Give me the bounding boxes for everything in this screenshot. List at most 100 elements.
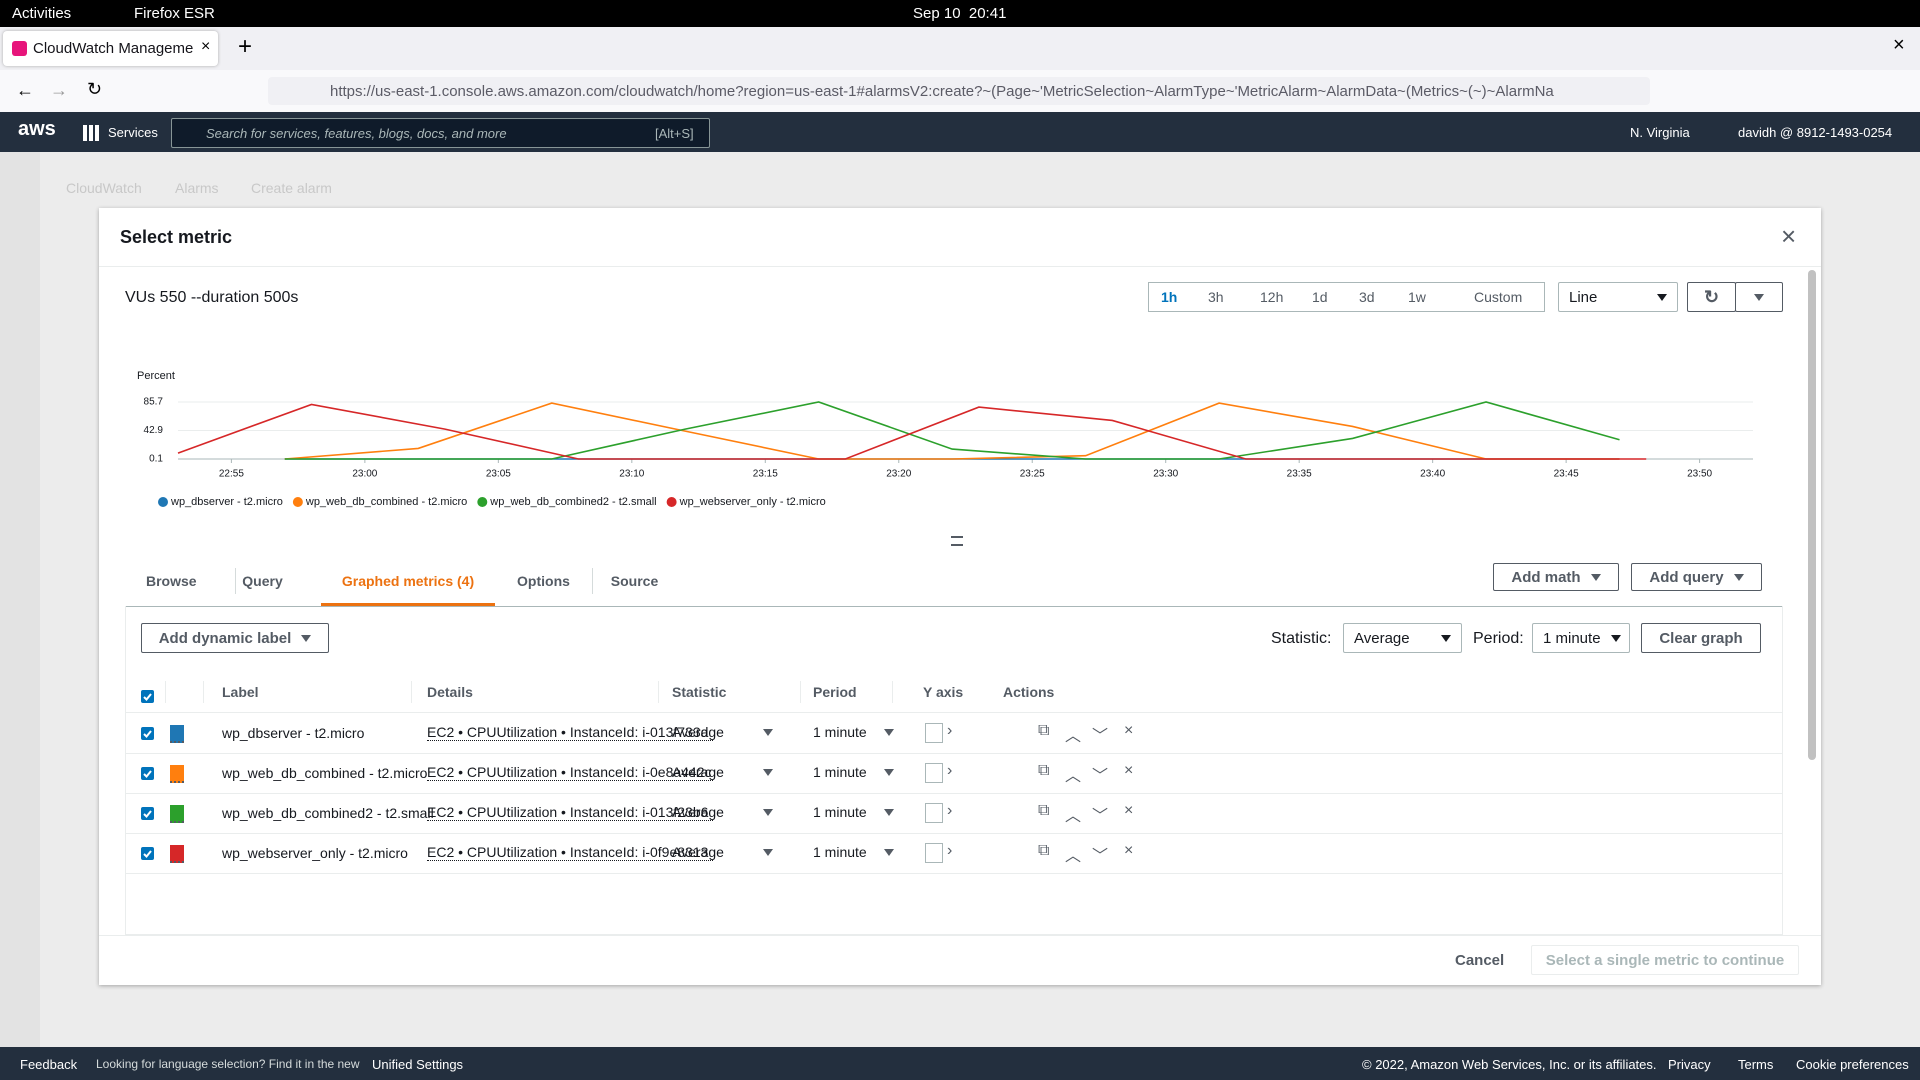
search-box[interactable]: Search for services, features, blogs, do…	[171, 118, 710, 148]
time-range[interactable]: 3h	[1208, 289, 1224, 305]
graph-title[interactable]: VUs 550 --duration 500s	[125, 289, 299, 306]
row-statistic[interactable]: Average	[672, 764, 724, 780]
y-axis-right[interactable]: ›	[947, 722, 953, 739]
footer-link[interactable]: Cookie preferences	[1796, 1057, 1909, 1072]
caret	[884, 769, 894, 776]
y-axis-right[interactable]: ›	[947, 762, 953, 779]
footer-link[interactable]: Terms	[1738, 1057, 1774, 1072]
row-action[interactable]: ⧉	[1038, 762, 1050, 779]
tab[interactable]: Source	[610, 573, 659, 589]
row-period[interactable]: 1 minute	[813, 844, 867, 860]
cancel[interactable]: Cancel	[1455, 952, 1505, 969]
tab[interactable]: Graphed metrics (4)	[341, 573, 475, 589]
legend-label: wp_dbserver - t2.micro	[170, 496, 283, 508]
settings-link[interactable]: Unified Settings	[372, 1057, 464, 1072]
row-action[interactable]: ⧉	[1038, 722, 1050, 739]
checkbox[interactable]	[141, 807, 154, 820]
row-action[interactable]: ⧉	[1038, 802, 1050, 819]
continue[interactable]: Select a single metric to continue	[1531, 945, 1799, 975]
checkbox[interactable]	[141, 727, 154, 740]
back[interactable]: ←	[16, 80, 34, 100]
tab[interactable]: Query	[242, 573, 283, 589]
new-tab[interactable]: +	[238, 33, 253, 60]
details[interactable]: EC2 • CPUUtilization • InstanceId: i-013…	[427, 804, 713, 821]
tab[interactable]: Browse	[146, 573, 197, 589]
account[interactable]: davidh @ 8912-1493-0254	[1738, 125, 1893, 140]
row-action[interactable]: ﹀	[1092, 768, 1109, 785]
row-action[interactable]: ﹀	[1092, 728, 1109, 745]
row-statistic[interactable]: Average	[672, 804, 724, 820]
services[interactable]: Services	[108, 125, 158, 140]
breadcrumb[interactable]: Create alarm	[251, 180, 332, 196]
window-close[interactable]: ×	[1893, 34, 1905, 56]
add-math[interactable]: Add math	[1493, 563, 1619, 591]
footer-link[interactable]: Privacy	[1668, 1057, 1711, 1072]
details[interactable]: EC2 • CPUUtilization • InstanceId: i-013…	[427, 724, 713, 741]
row-action[interactable]: ︿	[1065, 728, 1082, 745]
modal-close[interactable]: ×	[1781, 221, 1797, 251]
time-range[interactable]: 3d	[1359, 289, 1375, 305]
app-name[interactable]: Firefox ESR	[134, 5, 215, 22]
row-statistic[interactable]: Average	[672, 724, 724, 740]
time-range[interactable]: 1h	[1161, 289, 1178, 305]
region[interactable]: N. Virginia	[1630, 125, 1690, 140]
time-range[interactable]: 1d	[1312, 289, 1328, 305]
row-statistic[interactable]: Average	[672, 844, 724, 860]
y-axis-left[interactable]	[925, 803, 943, 823]
row-action[interactable]: ⧉	[1038, 842, 1050, 859]
tab[interactable]: CloudWatch Management Console ×	[3, 31, 218, 66]
time-range[interactable]: Custom	[1474, 289, 1523, 305]
row-action[interactable]: ︿	[1065, 848, 1082, 865]
x-tick-label: 23:05	[486, 469, 511, 480]
row-action[interactable]: ︿	[1065, 808, 1082, 825]
time-range[interactable]: 1w	[1408, 289, 1426, 305]
y-axis-left[interactable]	[925, 843, 943, 863]
reload[interactable]: ↻	[87, 79, 103, 99]
breadcrumb[interactable]: CloudWatch	[66, 180, 142, 196]
row-period[interactable]: 1 minute	[813, 804, 867, 820]
time-range[interactable]: 12h	[1260, 289, 1284, 305]
row-action[interactable]: ﹀	[1092, 808, 1109, 825]
x-tick-label: 23:40	[1420, 469, 1445, 480]
checkbox[interactable]	[141, 690, 154, 703]
row-action[interactable]: ﹀	[1092, 848, 1109, 865]
y-axis-right[interactable]: ›	[947, 802, 953, 819]
statistic-select[interactable]: Average	[1343, 623, 1462, 653]
period-select[interactable]: 1 minute	[1532, 623, 1630, 653]
y-axis-right[interactable]: ›	[947, 842, 953, 859]
details[interactable]: EC2 • CPUUtilization • InstanceId: i-0e8…	[427, 764, 713, 781]
row-action[interactable]: ×	[1124, 762, 1134, 779]
splitter[interactable]	[951, 536, 963, 546]
row-action[interactable]: ×	[1124, 842, 1134, 859]
activities[interactable]: Activities	[12, 5, 72, 22]
caret	[884, 729, 894, 736]
clock[interactable]: Sep 10 20:41	[913, 5, 1007, 22]
row-period[interactable]: 1 minute	[813, 764, 867, 780]
color-swatch[interactable]	[170, 725, 184, 743]
forward[interactable]: →	[50, 80, 68, 100]
tab[interactable]: Options	[517, 573, 570, 589]
row-action[interactable]: ×	[1124, 802, 1134, 819]
color-swatch[interactable]	[170, 845, 184, 863]
tab-close[interactable]: ×	[201, 38, 211, 55]
chart-style-select[interactable]: Line	[1558, 282, 1678, 312]
url-field[interactable]: https://us-east-1.console.aws.amazon.com…	[268, 77, 1650, 105]
row-action[interactable]: ×	[1124, 722, 1134, 739]
aws-logo[interactable]: aws	[18, 118, 56, 140]
row-period[interactable]: 1 minute	[813, 724, 867, 740]
add-query[interactable]: Add query	[1631, 563, 1762, 591]
color-swatch[interactable]	[170, 765, 184, 783]
row-action[interactable]: ︿	[1065, 768, 1082, 785]
refresh[interactable]: ↻	[1687, 282, 1736, 312]
clear-graph[interactable]: Clear graph	[1641, 623, 1761, 653]
feedback[interactable]: Feedback	[20, 1057, 78, 1072]
checkbox[interactable]	[141, 847, 154, 860]
color-swatch[interactable]	[170, 805, 184, 823]
add-dynamic-label[interactable]: Add dynamic label	[141, 623, 329, 653]
breadcrumb[interactable]: Alarms	[175, 180, 219, 196]
y-axis-left[interactable]	[925, 763, 943, 783]
details[interactable]: EC2 • CPUUtilization • InstanceId: i-0f9…	[427, 844, 713, 861]
y-axis-left[interactable]	[925, 723, 943, 743]
checkbox[interactable]	[141, 767, 154, 780]
refresh-options[interactable]	[1735, 282, 1783, 312]
